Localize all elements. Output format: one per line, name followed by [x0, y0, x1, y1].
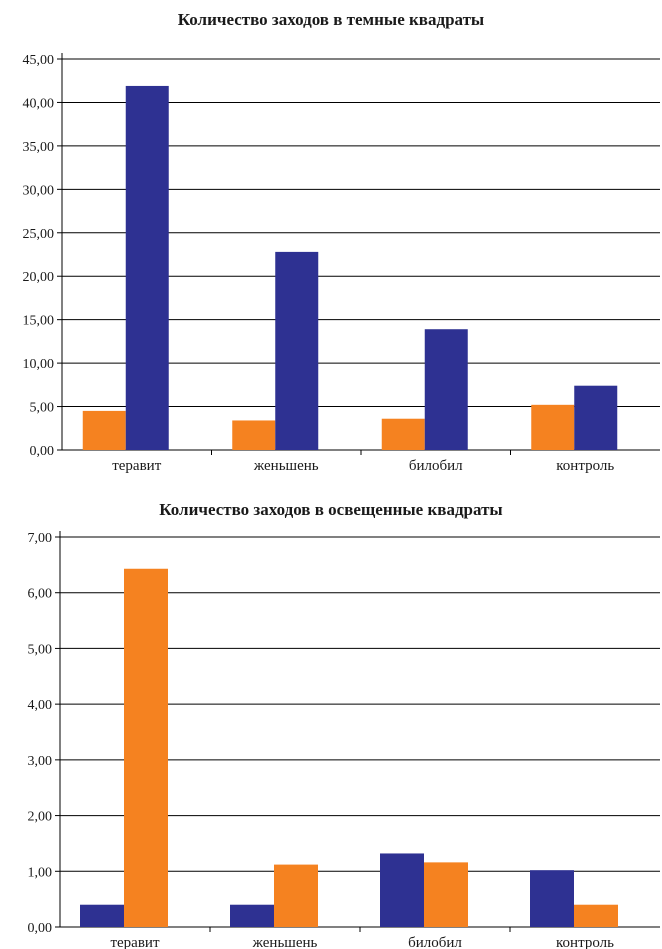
bar-blue: [125, 85, 169, 451]
y-tick-label: 20,00: [23, 270, 55, 285]
y-tick-label: 3,00: [28, 754, 53, 769]
y-tick-label: 7,00: [28, 531, 53, 546]
x-tick-label: женьшень: [253, 458, 319, 474]
bar-orange: [274, 864, 318, 927]
chart-dark-squares: Количество заходов в темные квадраты 0,0…: [23, 10, 660, 474]
bar-blue: [80, 904, 124, 927]
chart-plot: 0,00 1,00 2,00 3,00 4,00 5,00 6,00 7,00 теравит ж…: [28, 531, 660, 949]
x-tick-label: женьшень: [252, 935, 318, 949]
y-tick-label: 10,00: [23, 357, 55, 372]
y-tick-label: 30,00: [23, 183, 55, 198]
bar-orange: [82, 410, 126, 450]
y-tick-label: 0,00: [28, 921, 53, 936]
bar-orange: [232, 420, 276, 450]
bar-orange: [424, 862, 468, 927]
y-tick-label: 25,00: [23, 227, 55, 242]
y-tick-label: 0,00: [30, 444, 55, 459]
bar-blue: [574, 385, 618, 450]
bar-blue: [230, 904, 274, 927]
y-tick-label: 4,00: [28, 698, 53, 713]
x-tick-label: контроль: [556, 458, 614, 474]
chart-title: Количество заходов в освещенные квадраты: [159, 500, 503, 519]
bar-blue: [530, 870, 574, 927]
y-tick-label: 40,00: [23, 96, 55, 111]
x-tick-label: теравит: [110, 935, 159, 949]
y-tick-label: 6,00: [28, 587, 53, 602]
x-tick-label: билобил: [408, 935, 462, 949]
bar-orange: [574, 904, 618, 927]
y-tick-label: 5,00: [28, 642, 53, 657]
bar-orange: [531, 404, 575, 450]
y-tick-label: 35,00: [23, 140, 55, 155]
x-tick-label: билобил: [409, 458, 463, 474]
chart-title: Количество заходов в темные квадраты: [177, 10, 485, 29]
bar-blue: [275, 251, 319, 450]
bar-orange: [124, 568, 168, 927]
y-tick-label: 15,00: [23, 314, 55, 329]
chart-light-squares: Количество заходов в освещенные квадраты…: [0, 490, 662, 949]
y-tick-label: 5,00: [30, 401, 55, 416]
y-tick-label: 1,00: [28, 865, 53, 880]
bar-orange: [381, 418, 425, 450]
y-tick-label: 45,00: [23, 53, 55, 68]
x-tick-label: контроль: [556, 935, 614, 949]
bar-blue: [424, 329, 468, 450]
bar-blue: [380, 853, 424, 927]
chart-plot: 0,00 5,00 10,00 15,00 20,00 25,00 30,00 35,00 40…: [23, 53, 660, 474]
x-tick-label: теравит: [112, 458, 161, 474]
y-tick-label: 2,00: [28, 810, 53, 825]
